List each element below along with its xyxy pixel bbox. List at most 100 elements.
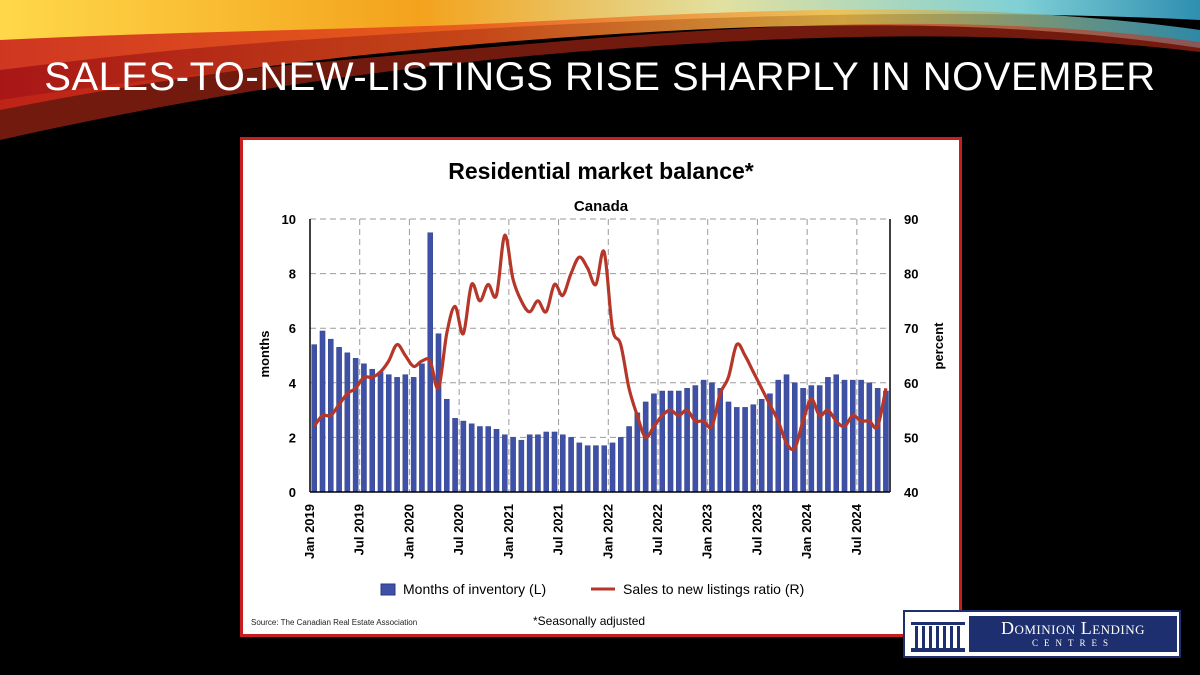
- inventory-bar: [551, 431, 558, 493]
- y-axis-left-label: months: [257, 331, 272, 378]
- y-left-tick-label: 4: [289, 376, 297, 391]
- chart-source: Source: The Canadian Real Estate Associa…: [251, 618, 417, 627]
- inventory-bar: [667, 390, 674, 493]
- inventory-bar: [734, 407, 740, 493]
- inventory-bar: [311, 344, 317, 493]
- inventory-bar: [758, 398, 765, 493]
- inventory-bar: [676, 390, 682, 493]
- inventory-bar: [419, 363, 425, 493]
- inventory-bar: [543, 431, 549, 493]
- y-right-tick-label: 40: [904, 485, 918, 500]
- logo-subtitle: CENTRES: [1031, 638, 1114, 648]
- inventory-bar: [352, 358, 359, 493]
- inventory-bar: [518, 439, 525, 493]
- axes: 0 2 4 6 8 10 40 50 60 70 80 90 Jan 2019 Jul 2019 Jan 2…: [282, 212, 919, 559]
- x-tick-label: Jul 2023: [749, 504, 764, 555]
- inventory-bar: [700, 379, 707, 493]
- inventory-bar: [576, 442, 583, 493]
- x-tick-label: Jul 2022: [650, 504, 665, 555]
- inventory-bar: [394, 377, 400, 493]
- inventory-bar: [452, 418, 458, 493]
- inventory-bar: [775, 379, 781, 493]
- x-tick-label: Jul 2019: [352, 504, 367, 555]
- y-left-tick-label: 0: [289, 485, 296, 500]
- y-left-tick-label: 6: [289, 321, 296, 336]
- inventory-bar: [709, 382, 715, 493]
- inventory-bar: [626, 426, 632, 493]
- y-right-tick-label: 80: [904, 267, 918, 282]
- slide-title: SALES-TO-NEW-LISTINGS RISE SHARPLY IN NO…: [44, 55, 1156, 99]
- inventory-bar: [725, 401, 732, 493]
- chart-title: Residential market balance*: [448, 158, 754, 184]
- inventory-bars: [311, 232, 889, 493]
- inventory-bar: [792, 382, 798, 493]
- inventory-bar: [369, 368, 375, 493]
- chart-frame: Residential market balance* Canada 0 2 4 6 8…: [240, 137, 962, 637]
- inventory-bar: [319, 330, 326, 493]
- x-tick-label: Jan 2020: [401, 504, 416, 559]
- inventory-bar: [750, 404, 757, 493]
- decorative-swoosh: [0, 0, 1200, 141]
- y-left-tick-label: 2: [289, 430, 296, 445]
- inventory-bar: [651, 393, 657, 493]
- inventory-bar: [502, 434, 508, 493]
- inventory-bar: [833, 374, 839, 493]
- inventory-bar: [841, 379, 848, 493]
- building-columns-icon: [911, 622, 965, 652]
- x-tick-label: Jan 2021: [501, 504, 516, 559]
- chart-subtitle: Canada: [574, 198, 629, 215]
- chart-note: *Seasonally adjusted: [533, 614, 645, 628]
- inventory-bar: [526, 434, 533, 493]
- inventory-bar: [816, 385, 823, 493]
- x-tick-label: Jul 2021: [551, 504, 566, 555]
- legend-label-line: Sales to new listings ratio (R): [623, 581, 804, 597]
- inventory-bar: [444, 398, 450, 493]
- inventory-bar: [344, 352, 351, 493]
- inventory-bar: [493, 429, 500, 493]
- legend-label-bars: Months of inventory (L): [403, 581, 546, 597]
- inventory-bar: [435, 333, 442, 493]
- inventory-bar: [866, 382, 873, 493]
- inventory-bar: [618, 437, 624, 493]
- y-left-tick-label: 10: [282, 212, 296, 227]
- x-tick-label: Jan 2022: [600, 504, 615, 559]
- inventory-bar: [783, 374, 790, 493]
- ratio-line-layer: [312, 233, 888, 452]
- inventory-bar: [609, 442, 616, 493]
- x-tick-label: Jul 2024: [849, 503, 864, 555]
- inventory-bar: [477, 426, 483, 493]
- inventory-bar: [825, 377, 831, 493]
- inventory-bar: [410, 377, 417, 493]
- x-tick-label: Jan 2023: [700, 504, 715, 559]
- inventory-bar: [850, 379, 856, 493]
- inventory-bar: [742, 407, 748, 493]
- logo-wordmark: Dominion Lending CENTRES: [969, 616, 1177, 652]
- y-right-tick-label: 60: [904, 376, 918, 391]
- y-axis-right-label: percent: [931, 322, 946, 370]
- y-right-tick-label: 50: [904, 430, 918, 445]
- inventory-bar: [584, 445, 591, 493]
- y-left-tick-label: 8: [289, 267, 296, 282]
- inventory-bar: [336, 347, 342, 493]
- inventory-bar: [468, 423, 475, 493]
- inventory-bar: [535, 434, 541, 493]
- inventory-bar: [510, 437, 516, 493]
- x-tick-label: Jan 2024: [799, 503, 814, 559]
- inventory-bar: [568, 437, 574, 493]
- inventory-bar: [692, 385, 699, 493]
- x-tick-label: Jan 2019: [302, 504, 317, 559]
- x-tick-label: Jul 2020: [451, 504, 466, 555]
- inventory-bar: [377, 371, 384, 493]
- inventory-bar: [800, 388, 806, 493]
- y-right-tick-label: 70: [904, 321, 918, 336]
- inventory-bar: [593, 445, 599, 493]
- inventory-bar: [874, 388, 881, 493]
- inventory-bar: [485, 426, 491, 493]
- inventory-bar: [659, 390, 665, 493]
- inventory-bar: [684, 388, 690, 493]
- residential-market-balance-chart: Residential market balance* Canada 0 2 4 6 8…: [251, 158, 946, 628]
- inventory-bar: [642, 401, 649, 493]
- y-right-tick-label: 90: [904, 212, 918, 227]
- inventory-bar: [361, 363, 367, 493]
- sales-to-new-listings-line: [312, 233, 888, 452]
